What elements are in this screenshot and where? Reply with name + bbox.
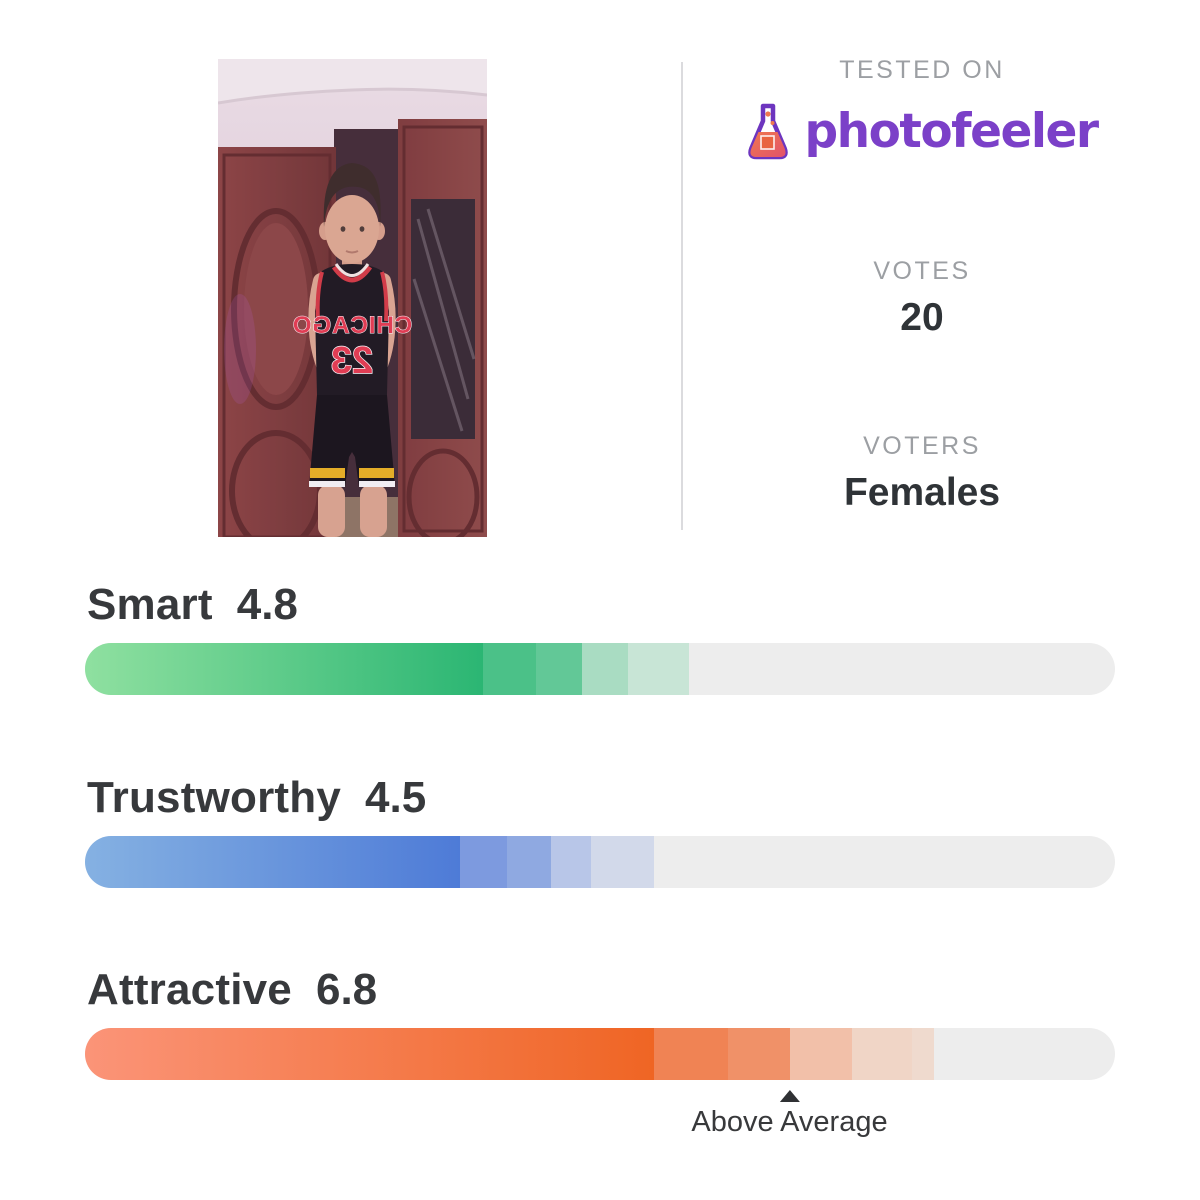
marker-up-triangle-icon [779, 1090, 800, 1102]
marker-label: Above Average [691, 1106, 888, 1138]
score-marker: Above Average [691, 1090, 888, 1139]
score-value: 6.8 [315, 965, 378, 1014]
score-value: 4.8 [236, 580, 298, 629]
photo-illustration: CHICAGO 23 [218, 59, 487, 537]
votes-block: VOTES 20 [692, 257, 1152, 340]
score-row-attractive: Attractive 6.8 Above Average [85, 965, 1115, 1138]
score-bar-trustworthy [85, 836, 1115, 888]
result-meta-panel: TESTED ON photofeeler VOTES 20 [692, 50, 1152, 520]
brand-wordmark: photofeeler [804, 103, 1099, 159]
votes-label: VOTES [873, 257, 971, 285]
votes-value: 20 [900, 296, 944, 339]
voters-label: VOTERS [863, 432, 981, 460]
score-row-smart: Smart 4.8 [85, 580, 1115, 695]
score-row-trustworthy: Trustworthy 4.5 [85, 773, 1115, 888]
brand-logo: photofeeler [692, 101, 1152, 161]
jersey-team-text: CHICAGO [292, 312, 412, 339]
vertical-divider [681, 62, 683, 530]
tested-photo: CHICAGO 23 [218, 59, 487, 537]
score-label: Smart [87, 580, 213, 629]
score-value: 4.5 [365, 773, 427, 822]
flask-icon [748, 103, 789, 160]
person-figure: CHICAGO 23 [291, 163, 413, 537]
score-label: Trustworthy [87, 773, 341, 822]
score-bar-smart [85, 643, 1115, 695]
score-label: Attractive [87, 965, 292, 1014]
tested-on-label: TESTED ON [839, 56, 1005, 84]
voters-value: Females [843, 471, 1001, 514]
jersey-text: CHICAGO 23 [291, 312, 412, 383]
score-bar-attractive [85, 1028, 1115, 1080]
voters-block: VOTERS Females [692, 432, 1152, 515]
jersey-number-text: 23 [331, 340, 373, 382]
